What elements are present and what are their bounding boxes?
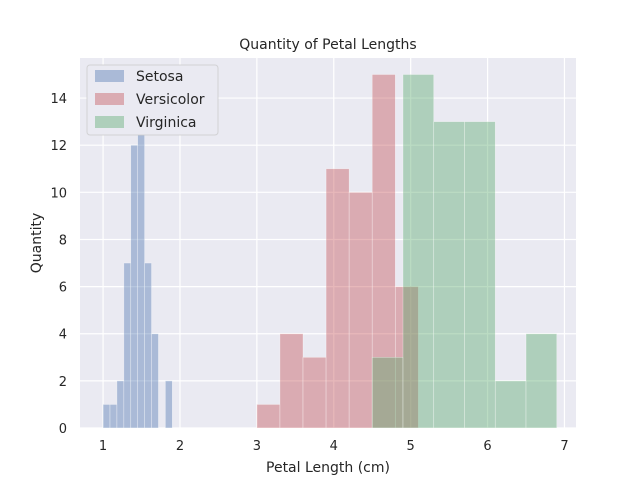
- legend-label: Setosa: [136, 69, 183, 85]
- legend-swatch: [95, 93, 124, 105]
- y-tick-label: 6: [59, 281, 67, 296]
- histogram-bar: [123, 262, 132, 429]
- series-virginica: [371, 74, 558, 429]
- legend-label: Virginica: [136, 115, 196, 131]
- histogram-bar: [348, 192, 373, 429]
- y-tick-label: 8: [59, 233, 67, 248]
- histogram-bar: [302, 356, 327, 429]
- histogram-bar: [102, 404, 111, 429]
- histogram-bar: [525, 333, 558, 429]
- y-tick-label: 14: [50, 92, 67, 107]
- y-tick-label: 12: [50, 139, 67, 154]
- series-setosa: [102, 97, 173, 429]
- histogram-bar: [433, 121, 465, 429]
- histogram-bar: [130, 144, 138, 429]
- histogram-bar: [325, 168, 350, 429]
- x-tick-label: 1: [99, 439, 107, 454]
- histogram-bar: [371, 356, 404, 429]
- x-tick-label: 6: [483, 439, 491, 454]
- legend-label: Versicolor: [136, 92, 205, 108]
- histogram-bar: [402, 74, 435, 429]
- x-tick-label: 7: [560, 439, 568, 454]
- x-tick-label: 5: [407, 439, 415, 454]
- y-tick-label: 2: [59, 375, 67, 390]
- y-tick-label: 4: [59, 328, 67, 343]
- histogram-bar: [464, 121, 496, 429]
- histogram-bar: [279, 333, 304, 429]
- legend-box: [86, 64, 219, 136]
- chart-title: Quantity of Petal Lengths: [239, 37, 416, 53]
- series-versicolor: [256, 74, 419, 429]
- grid-lines: [80, 58, 576, 429]
- histogram-bar: [165, 380, 173, 429]
- y-axis-label: Quantity: [29, 213, 45, 274]
- histogram-bar: [494, 380, 527, 429]
- legend-swatch: [95, 116, 124, 128]
- histogram-bar: [144, 262, 152, 429]
- histogram-bar: [256, 404, 281, 429]
- histogram-bar: [151, 333, 159, 429]
- histogram-bar: [137, 97, 145, 429]
- y-tick-label: 10: [50, 186, 67, 201]
- x-tick-label: 4: [330, 439, 338, 454]
- x-axis-label: Petal Length (cm): [266, 460, 390, 476]
- histogram-bar: [116, 380, 125, 429]
- legend-swatch: [95, 70, 124, 82]
- legend: Setosa Versicolor Virginica: [86, 64, 219, 136]
- histogram-bar: [109, 404, 118, 429]
- y-tick-label: 0: [59, 422, 67, 437]
- bars-layer: [102, 74, 558, 429]
- x-tick-label: 2: [176, 439, 184, 454]
- x-tick-label: 3: [253, 439, 261, 454]
